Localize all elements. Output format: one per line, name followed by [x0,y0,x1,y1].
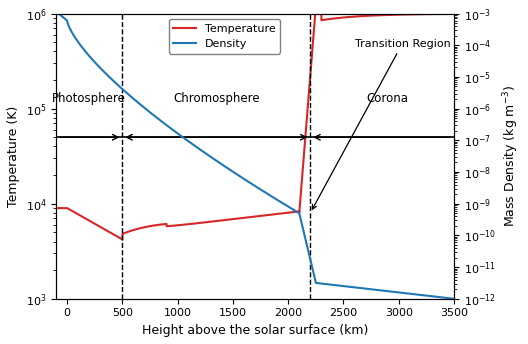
Density [369,287,375,291]
Temperature [73,211,79,215]
Density [306,252,312,256]
Line: Temperature: Temperature [56,0,454,239]
Temperature [197,221,203,225]
Text: Corona: Corona [367,92,409,105]
Line: Density: Density [56,11,454,299]
Text: Chromosphere: Chromosphere [173,92,260,105]
Legend: Temperature, Density: Temperature, Density [169,19,280,54]
Density [451,297,457,301]
Y-axis label: Mass Density (kg m$^{-3}$): Mass Density (kg m$^{-3}$) [502,85,521,227]
Density [53,9,59,13]
Density [288,206,295,211]
Y-axis label: Temperature (K): Temperature (K) [7,106,20,207]
Temperature [53,206,59,210]
Temperature [369,13,375,18]
Density [348,285,354,289]
Temperature [288,210,295,214]
Temperature [306,90,312,94]
Temperature [451,12,457,16]
Text: Transition Region: Transition Region [313,39,450,209]
Temperature [348,15,354,19]
Density [73,37,79,41]
X-axis label: Height above the solar surface (km): Height above the solar surface (km) [142,324,368,337]
Density [197,148,203,152]
Text: Photosphere: Photosphere [52,92,126,105]
Temperature [119,237,126,241]
